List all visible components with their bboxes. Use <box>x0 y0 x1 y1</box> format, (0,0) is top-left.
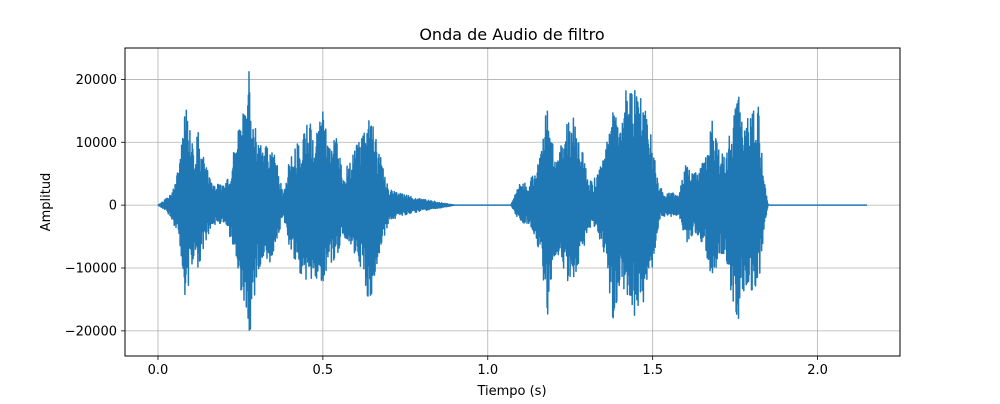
y-tick-label: 20000 <box>76 73 117 88</box>
x-axis-label: Tiempo (s) <box>476 384 546 399</box>
x-tick-label: 1.0 <box>477 363 498 378</box>
y-tick-label: −10000 <box>65 262 117 277</box>
chart-title: Onda de Audio de filtro <box>419 25 604 44</box>
y-tick-label: 0 <box>109 199 117 214</box>
waveform-series-line <box>157 71 868 331</box>
ticks: 0.0 0.5 1.0 1.5 2.0 −20000 −10000 0 10000 20000 <box>65 73 828 378</box>
y-axis-label: Amplitud <box>39 173 54 232</box>
axes-frame <box>124 47 901 357</box>
waveform <box>157 71 868 331</box>
y-tick-label: 10000 <box>76 136 117 151</box>
x-tick-label: 0.0 <box>148 363 169 378</box>
y-tick-label: −20000 <box>65 324 117 339</box>
x-tick-label: 2.0 <box>807 363 828 378</box>
x-tick-label: 0.5 <box>313 363 334 378</box>
x-tick-label: 1.5 <box>642 363 663 378</box>
